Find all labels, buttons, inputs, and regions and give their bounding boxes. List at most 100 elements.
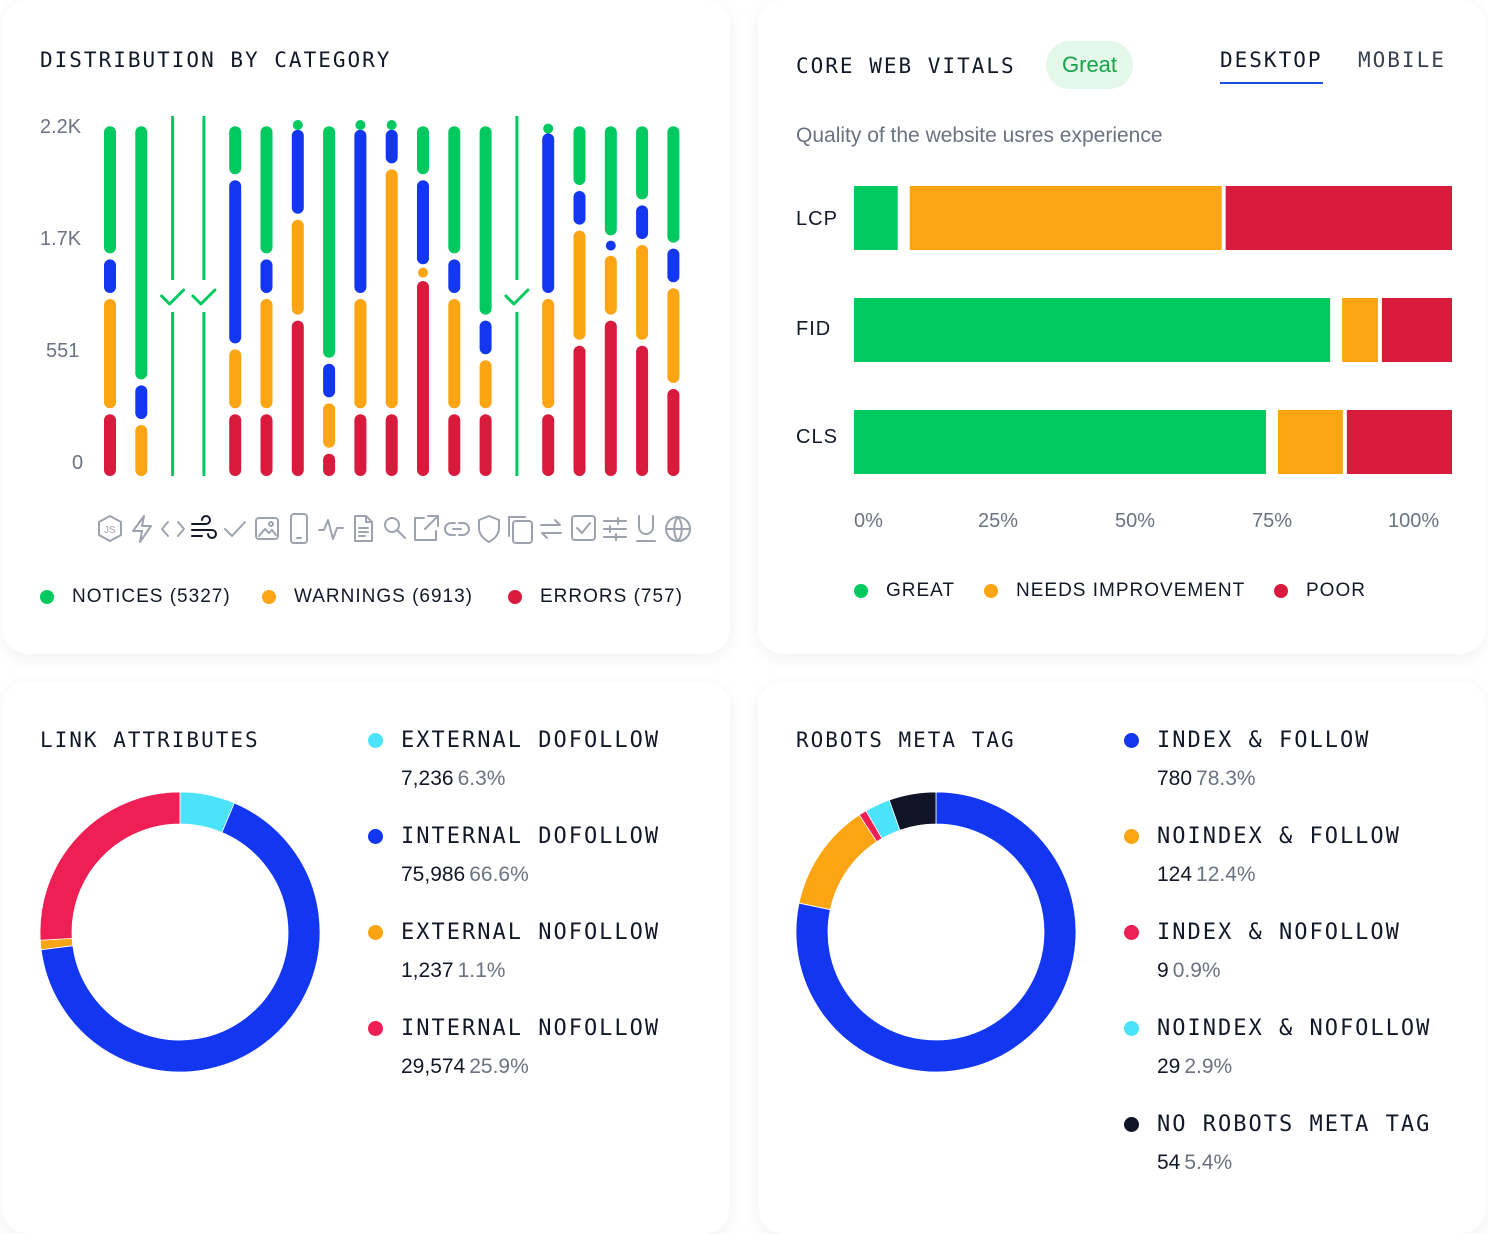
cwv-bar-segment[interactable] — [854, 410, 1266, 474]
wind-icon[interactable] — [191, 515, 217, 539]
cwv-title: CORE WEB VITALS — [796, 54, 1016, 78]
legend-percent: 1.1% — [457, 959, 506, 982]
legend-count: 29 — [1157, 1055, 1181, 1078]
cwv-bar-segment[interactable] — [1381, 298, 1452, 362]
legend-count: 7,236 — [401, 767, 454, 790]
cwv-row-label: FID — [796, 318, 832, 340]
legend-index-follow[interactable]: INDEX & FOLLOW 780 78.3% — [1124, 728, 1370, 791]
donut-slice[interactable] — [798, 814, 878, 911]
legend-great[interactable]: GREAT — [854, 580, 955, 602]
shield-icon[interactable] — [478, 515, 500, 543]
core-web-vitals-card: CORE WEB VITALS Great DESKTOP MOBILE Qua… — [758, 0, 1486, 654]
svg-text:JS: JS — [104, 525, 116, 536]
check-mark — [504, 288, 530, 306]
globe-icon[interactable] — [665, 516, 691, 542]
external-link-icon[interactable] — [414, 515, 439, 541]
distribution-card: DISTRIBUTION BY CATEGORY 2.2K 1.7K 551 0… — [2, 0, 730, 654]
cwv-bar-segment[interactable] — [909, 186, 1222, 250]
robots-meta-tag-title: ROBOTS META TAG — [796, 728, 1016, 752]
donut-slice[interactable] — [795, 791, 1077, 1073]
legend-percent: 78.3% — [1196, 767, 1256, 790]
legend-label: POOR — [1306, 580, 1366, 601]
legend-label: EXTERNAL NOFOLLOW — [401, 920, 661, 945]
legend-count: 75,986 — [401, 863, 466, 886]
bar-segment[interactable] — [386, 120, 397, 130]
legend-percent: 66.6% — [469, 863, 529, 886]
donut-slice[interactable] — [39, 791, 181, 941]
legend-label: NO ROBOTS META TAG — [1157, 1112, 1432, 1137]
legend-label: ERRORS (757) — [540, 586, 683, 607]
legend-index-nofollow[interactable]: INDEX & NOFOLLOW 9 0.9% — [1124, 920, 1401, 983]
x-tick-label: 0% — [854, 510, 883, 532]
cwv-bar-segment[interactable] — [1346, 410, 1452, 474]
legend-percent: 6.3% — [457, 767, 506, 790]
legend-label: NOTICES (5327) — [72, 586, 231, 607]
legend-noindex-nofollow[interactable]: NOINDEX & NOFOLLOW 29 2.9% — [1124, 1016, 1431, 1079]
cwv-bar-segment[interactable] — [1277, 410, 1343, 474]
code-icon[interactable] — [161, 521, 185, 537]
underline-icon[interactable] — [636, 515, 656, 542]
checkbox-icon[interactable] — [571, 515, 596, 541]
legend-no-robots-meta-tag[interactable]: NO ROBOTS META TAG 54 5.4% — [1124, 1112, 1431, 1175]
js-icon[interactable]: JS — [98, 515, 122, 542]
check-mark — [160, 288, 186, 306]
legend-notices[interactable]: NOTICES (5327) — [40, 586, 231, 608]
cwv-bar-segment[interactable] — [854, 186, 898, 250]
legend-label: WARNINGS (6913) — [294, 586, 473, 607]
cwv-bar-segment[interactable] — [1342, 298, 1378, 362]
bolt-icon[interactable] — [132, 515, 152, 543]
legend-label: EXTERNAL DOFOLLOW — [401, 728, 661, 753]
donut-slice[interactable] — [888, 791, 937, 831]
sliders-icon[interactable] — [603, 517, 627, 541]
search-icon[interactable] — [384, 517, 406, 539]
check-icon[interactable] — [224, 521, 246, 537]
mobile-icon[interactable] — [290, 513, 308, 544]
legend-label: INTERNAL NOFOLLOW — [401, 1016, 661, 1041]
robots-meta-tag-donut — [795, 791, 1077, 1073]
legend-internal-dofollow[interactable]: INTERNAL DOFOLLOW 75,986 66.6% — [368, 824, 660, 887]
copy-icon[interactable] — [508, 516, 533, 544]
cwv-bar-segment[interactable] — [854, 298, 1331, 362]
bar-segment[interactable] — [292, 120, 303, 130]
legend-percent: 25.9% — [469, 1055, 529, 1078]
robots-meta-tag-card: ROBOTS META TAG INDEX & FOLLOW 780 78.3% … — [758, 682, 1486, 1234]
legend-count: 124 — [1157, 863, 1193, 886]
legend-count: 9 — [1157, 959, 1169, 982]
document-icon[interactable] — [354, 515, 373, 542]
link-icon[interactable] — [444, 522, 470, 536]
legend-count: 29,574 — [401, 1055, 466, 1078]
bar-segment[interactable] — [355, 120, 366, 130]
legend-poor[interactable]: POOR — [1274, 580, 1366, 602]
legend-dot — [40, 590, 54, 604]
legend-dot — [368, 733, 383, 748]
tab-mobile[interactable]: MOBILE — [1358, 48, 1446, 72]
legend-internal-nofollow[interactable]: INTERNAL NOFOLLOW 29,574 25.9% — [368, 1016, 660, 1079]
bar-segment[interactable] — [418, 267, 428, 278]
bar-segment[interactable] — [605, 240, 616, 251]
cwv-subtitle: Quality of the website usres experience — [796, 124, 1163, 147]
cwv-bar-segment[interactable] — [1225, 186, 1452, 250]
legend-external-nofollow[interactable]: EXTERNAL NOFOLLOW 1,237 1.1% — [368, 920, 660, 983]
legend-external-dofollow[interactable]: EXTERNAL DOFOLLOW 7,236 6.3% — [368, 728, 660, 791]
legend-needs-improvement[interactable]: NEEDS IMPROVEMENT — [984, 580, 1245, 602]
legend-noindex-follow[interactable]: NOINDEX & FOLLOW 124 12.4% — [1124, 824, 1401, 887]
image-icon[interactable] — [255, 517, 279, 540]
cwv-row-label: CLS — [796, 426, 838, 448]
donut-slice[interactable] — [40, 802, 321, 1073]
legend-percent: 12.4% — [1196, 863, 1256, 886]
cwv-chart — [854, 186, 1452, 474]
legend-dot — [1124, 925, 1139, 940]
legend-percent: 0.9% — [1172, 959, 1221, 982]
y-tick-label: 2.2K — [40, 116, 82, 138]
pulse-icon[interactable] — [318, 519, 344, 540]
legend-warnings[interactable]: WARNINGS (6913) — [262, 586, 473, 608]
legend-dot — [1124, 829, 1139, 844]
legend-errors[interactable]: ERRORS (757) — [508, 586, 683, 608]
repeat-icon[interactable] — [540, 519, 562, 539]
legend-label: INDEX & NOFOLLOW — [1157, 920, 1401, 945]
bar-segment[interactable] — [543, 123, 554, 134]
tab-desktop[interactable]: DESKTOP — [1220, 48, 1323, 84]
legend-dot — [854, 584, 868, 598]
legend-dot — [1124, 1117, 1139, 1132]
category-icon-row: JS — [96, 512, 696, 546]
